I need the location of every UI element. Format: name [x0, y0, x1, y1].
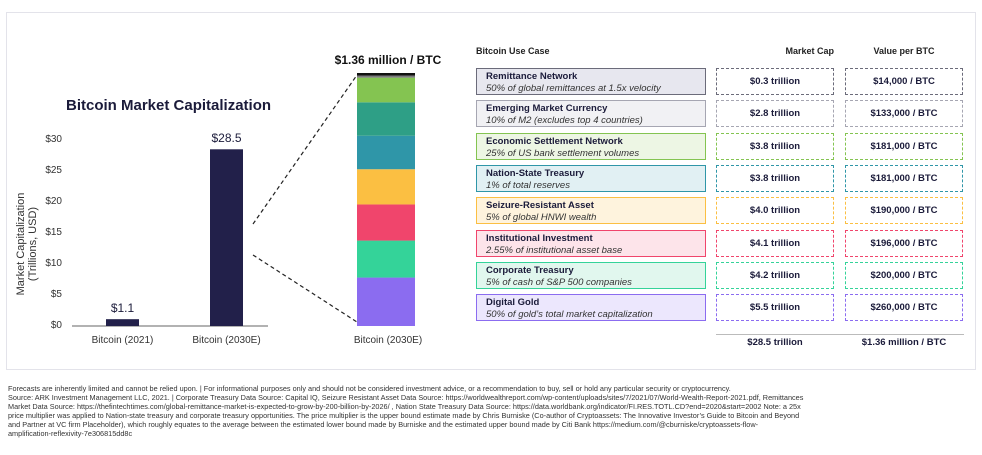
footer-line: amplification-reflexivity-7e306815dd8c — [8, 429, 133, 438]
value-per-btc-cell: $14,000 / BTC — [845, 68, 963, 95]
totals-divider — [716, 334, 964, 335]
footer-disclaimer: Forecasts are inherently limited and can… — [8, 384, 976, 438]
total-value-per-btc: $1.36 million / BTC — [861, 337, 947, 348]
use-case-description: 2.55% of institutional asset base — [486, 244, 623, 256]
use-case-row: Institutional Investment 2.55% of institu… — [476, 229, 706, 257]
use-case-row: Corporate Treasury 5% of cash of S&P 500 … — [476, 261, 706, 289]
use-case-name: Corporate Treasury — [486, 264, 574, 276]
stacked-bar-title: $1.36 million / BTC — [334, 53, 442, 67]
use-case-description: 50% of gold’s total market capitalizatio… — [486, 309, 653, 321]
chart-title: Bitcoin Market Capitalization — [66, 97, 272, 114]
x-tick-label: Bitcoin (2021) — [91, 335, 154, 346]
market-cap-cell: $2.8 trillion — [716, 100, 834, 128]
use-case-row: Seizure-Resistant Asset 5% of global HNWI… — [476, 197, 706, 225]
use-case-name: Digital Gold — [486, 297, 540, 309]
market-cap-cell: $4.2 trillion — [716, 261, 834, 289]
use-case-name: Economic Settlement Network — [486, 135, 623, 147]
use-case-name: Remittance Network — [486, 71, 578, 82]
y-tick-label: $5 — [50, 289, 62, 300]
y-tick-label: $20 — [45, 196, 62, 207]
use-case-name: Nation-State Treasury — [486, 167, 585, 179]
value-per-btc-cell: $260,000 / BTC — [845, 294, 963, 322]
table-header-market-cap: Market Cap — [785, 46, 834, 56]
y-tick-label: $0 — [50, 320, 62, 331]
use-case-description: 10% of M2 (excludes top 4 countries) — [486, 115, 643, 127]
use-case-row: Digital Gold 50% of gold’s total market c… — [476, 294, 706, 322]
use-case-row: Economic Settlement Network 25% of US ban… — [476, 132, 706, 160]
y-axis-label: Market Capitalization (Trillions, USD) — [15, 192, 39, 296]
market-cap-cell: $3.8 trillion — [716, 132, 834, 160]
use-case-description: 1% of total reserves — [486, 179, 570, 191]
y-tick-label: $30 — [45, 134, 62, 145]
bar-value-label: $28.5 — [211, 131, 242, 146]
market-cap-cell: $3.8 trillion — [716, 164, 834, 192]
y-tick-label: $25 — [45, 165, 62, 176]
market-cap-cell: $0.3 trillion — [716, 68, 834, 95]
use-case-row: Nation-State Treasury 1% of total reserve… — [476, 164, 706, 192]
bar-value-label: $1.1 — [110, 301, 135, 316]
value-per-btc-cell: $181,000 / BTC — [845, 164, 963, 192]
footer-line: Forecasts are inherently limited and can… — [8, 384, 731, 393]
total-market-cap: $28.5 trillion — [747, 337, 803, 348]
footer-line: Market Data Source: https://thefintechti… — [8, 402, 801, 411]
value-per-btc-cell: $190,000 / BTC — [845, 197, 963, 225]
market-cap-cell: $4.1 trillion — [716, 229, 834, 257]
stacked-bar-category: Bitcoin (2030E) — [353, 335, 423, 346]
footer-line: Source: ARK Investment Management LLC, 2… — [8, 393, 804, 402]
value-per-btc-cell: $196,000 / BTC — [845, 229, 963, 257]
table-header-use-case: Bitcoin Use Case — [476, 46, 550, 56]
value-per-btc-cell: $200,000 / BTC — [845, 261, 963, 289]
use-case-description: 5% of cash of S&P 500 companies — [486, 276, 632, 288]
footer-line: and Partner at VC firm Placeholder), whi… — [8, 420, 759, 429]
market-cap-cell: $5.5 trillion — [716, 294, 834, 322]
use-case-description: 5% of global HNWI wealth — [486, 212, 597, 224]
use-case-name: Emerging Market Currency — [486, 103, 608, 115]
y-tick-label: $10 — [45, 258, 62, 269]
use-case-description: 50% of global remittances at 1.5x veloci… — [486, 83, 661, 94]
table-header-value-per-btc: Value per BTC — [873, 46, 935, 56]
market-cap-cell: $4.0 trillion — [716, 197, 834, 225]
x-tick-label: Bitcoin (2030E) — [192, 335, 261, 346]
use-case-row: Remittance Network 50% of global remittan… — [476, 68, 706, 95]
value-per-btc-cell: $133,000 / BTC — [845, 100, 963, 128]
value-per-btc-cell: $181,000 / BTC — [845, 132, 963, 160]
use-case-row: Emerging Market Currency 10% of M2 (exclu… — [476, 100, 706, 128]
use-case-description: 25% of US bank settlement volumes — [486, 147, 640, 159]
y-tick-label: $15 — [45, 227, 62, 238]
use-case-name: Institutional Investment — [486, 232, 593, 244]
use-case-name: Seizure-Resistant Asset — [486, 200, 594, 212]
footer-line: price multiplier was applied to Nation-s… — [8, 411, 800, 420]
